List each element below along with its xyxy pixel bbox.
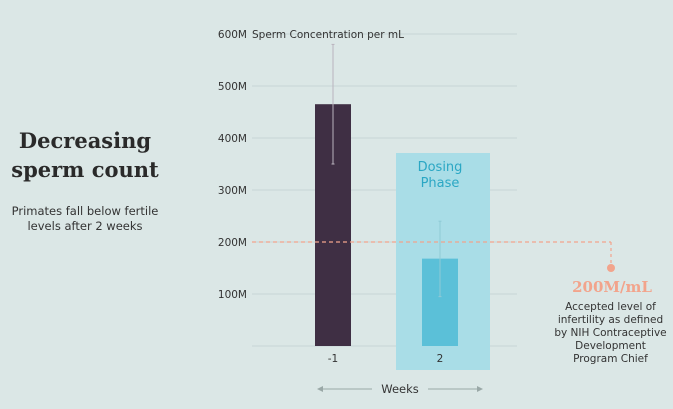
chart-subtitle: Primates fall below fertile levels after…	[0, 204, 170, 234]
x-axis-arrowhead-left	[317, 386, 323, 392]
chart-title-line-1: Decreasing	[18, 128, 152, 153]
threshold-description-line-5: Program Chief	[573, 353, 648, 365]
y-tick-label: 500M	[218, 81, 247, 93]
y-tick-label: 400M	[218, 133, 247, 145]
y-axis-label: Sperm Concentration per mL	[252, 29, 404, 41]
dosing-phase-label-line-1: Dosing	[418, 160, 463, 175]
chart-subtitle-line-2: levels after 2 weeks	[27, 219, 143, 233]
threshold-description: Accepted level of infertility as defined…	[548, 301, 673, 366]
chart-subtitle-line-1: Primates fall below fertile	[11, 204, 159, 218]
threshold-description-line-4: Development	[575, 340, 646, 352]
x-tick-label: -1	[328, 353, 338, 365]
y-tick-label: 300M	[218, 185, 247, 197]
y-tick-label: 200M	[218, 237, 247, 249]
x-tick-label: 2	[437, 353, 444, 365]
y-tick-label: 600M	[218, 29, 247, 41]
x-axis-arrowhead-right	[477, 386, 483, 392]
threshold-description-line-3: by NIH Contraceptive	[554, 327, 667, 339]
threshold-description-line-1: Accepted level of	[565, 301, 656, 313]
chart-title-line-2: sperm count	[11, 157, 159, 182]
threshold-description-line-2: infertility as defined	[557, 314, 664, 326]
x-axis-label: Weeks	[381, 382, 419, 396]
threshold-marker	[607, 264, 615, 272]
y-tick-label: 100M	[218, 289, 247, 301]
chart-title: Decreasing sperm count	[0, 126, 170, 184]
dosing-phase-label-line-2: Phase	[421, 176, 460, 191]
threshold-value-label: 200M/mL	[572, 278, 652, 296]
